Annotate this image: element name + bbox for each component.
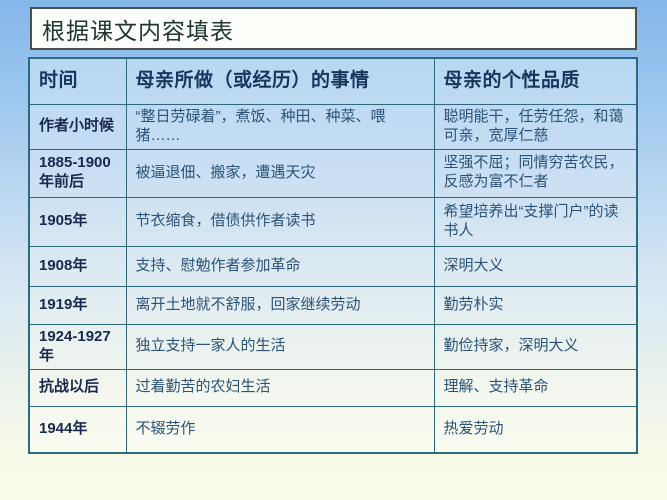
cell-qualities: 深明大义 bbox=[433, 245, 638, 287]
table-row: 1919年 离开土地就不舒服，回家继续劳动 勤劳朴实 bbox=[28, 285, 638, 325]
table-row: 1908年 支持、慰勉作者参加革命 深明大义 bbox=[28, 245, 638, 287]
cell-events: 支持、慰勉作者参加革命 bbox=[125, 245, 435, 287]
col-header-events: 母亲所做（或经历）的事情 bbox=[125, 57, 435, 105]
cell-qualities: 理解、支持革命 bbox=[433, 368, 638, 407]
cell-time: 1908年 bbox=[28, 245, 127, 287]
cell-events: 不辍劳作 bbox=[125, 405, 435, 454]
cell-qualities: 勤劳朴实 bbox=[433, 285, 638, 325]
table-row: 抗战以后 过着勤苦的农妇生活 理解、支持革命 bbox=[28, 368, 638, 407]
cell-qualities: 勤俭持家，深明大义 bbox=[433, 323, 638, 370]
cell-events: 被逼退佃、搬家，遭遇天灾 bbox=[125, 148, 435, 198]
slide-title: 根据课文内容填表 bbox=[42, 17, 234, 44]
title-box: 根据课文内容填表 bbox=[30, 7, 637, 50]
table-row: 1944年 不辍劳作 热爱劳动 bbox=[28, 405, 638, 454]
table-header: 时间 母亲所做（或经历）的事情 母亲的个性品质 bbox=[28, 57, 638, 105]
content-table: 时间 母亲所做（或经历）的事情 母亲的个性品质 作者小时候 “整日劳碌着”，煮饭、… bbox=[28, 57, 638, 454]
col-header-qualities: 母亲的个性品质 bbox=[433, 57, 638, 105]
cell-time: 1919年 bbox=[28, 285, 127, 325]
cell-qualities: 希望培养出“支撑门户”的读书人 bbox=[433, 196, 638, 247]
cell-time: 作者小时候 bbox=[28, 103, 127, 150]
cell-time: 1944年 bbox=[28, 405, 127, 454]
table-body: 作者小时候 “整日劳碌着”，煮饭、种田、种菜、喂猪…… 聪明能干，任劳任怨，和蔼可亲… bbox=[28, 103, 638, 454]
header-row: 时间 母亲所做（或经历）的事情 母亲的个性品质 bbox=[28, 57, 638, 105]
cell-events: 离开土地就不舒服，回家继续劳动 bbox=[125, 285, 435, 325]
table-row: 1924-1927年 独立支持一家人的生活 勤俭持家，深明大义 bbox=[28, 323, 638, 370]
cell-qualities: 热爱劳动 bbox=[433, 405, 638, 454]
table-row: 1885-1900年前后 被逼退佃、搬家，遭遇天灾 坚强不屈；同情穷苦农民，反感为富… bbox=[28, 148, 638, 198]
table-row: 1905年 节衣缩食，借债供作者读书 希望培养出“支撑门户”的读书人 bbox=[28, 196, 638, 247]
cell-time: 抗战以后 bbox=[28, 368, 127, 407]
cell-qualities: 坚强不屈；同情穷苦农民，反感为富不仁者 bbox=[433, 148, 638, 198]
table-row: 作者小时候 “整日劳碌着”，煮饭、种田、种菜、喂猪…… 聪明能干，任劳任怨，和蔼可亲… bbox=[28, 103, 638, 150]
col-header-time: 时间 bbox=[28, 57, 127, 105]
cell-events: “整日劳碌着”，煮饭、种田、种菜、喂猪…… bbox=[125, 103, 435, 150]
cell-time: 1905年 bbox=[28, 196, 127, 247]
cell-events: 独立支持一家人的生活 bbox=[125, 323, 435, 370]
cell-qualities: 聪明能干，任劳任怨，和蔼可亲，宽厚仁慈 bbox=[433, 103, 638, 150]
cell-events: 过着勤苦的农妇生活 bbox=[125, 368, 435, 407]
cell-time: 1924-1927年 bbox=[28, 323, 127, 370]
cell-events: 节衣缩食，借债供作者读书 bbox=[125, 196, 435, 247]
cell-time: 1885-1900年前后 bbox=[28, 148, 127, 198]
